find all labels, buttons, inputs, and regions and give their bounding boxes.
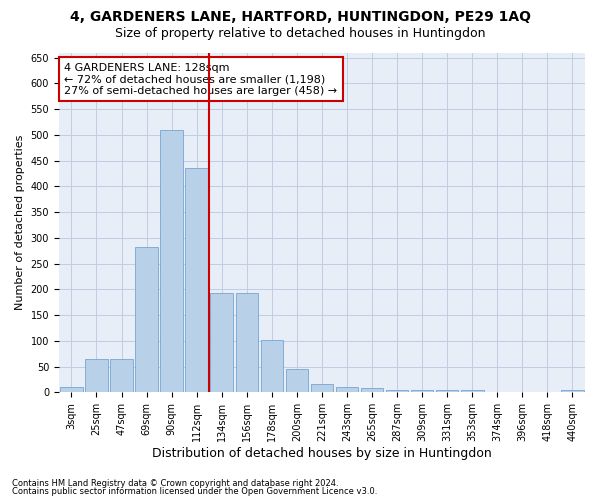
Bar <box>136 247 158 392</box>
X-axis label: Distribution of detached houses by size in Huntingdon: Distribution of detached houses by size … <box>152 447 492 460</box>
Bar <box>361 388 383 392</box>
Bar <box>85 359 108 392</box>
Text: Contains HM Land Registry data © Crown copyright and database right 2024.: Contains HM Land Registry data © Crown c… <box>12 478 338 488</box>
Bar <box>436 390 458 392</box>
Bar <box>286 368 308 392</box>
Bar <box>461 390 484 392</box>
Bar <box>311 384 333 392</box>
Bar <box>411 390 433 392</box>
Bar <box>561 390 584 392</box>
Bar <box>236 294 258 392</box>
Bar <box>260 340 283 392</box>
Bar <box>160 130 183 392</box>
Bar <box>386 390 409 392</box>
Bar <box>211 294 233 392</box>
Text: Contains public sector information licensed under the Open Government Licence v3: Contains public sector information licen… <box>12 487 377 496</box>
Text: Size of property relative to detached houses in Huntingdon: Size of property relative to detached ho… <box>115 28 485 40</box>
Bar <box>185 168 208 392</box>
Bar <box>336 386 358 392</box>
Bar <box>60 387 83 392</box>
Text: 4 GARDENERS LANE: 128sqm
← 72% of detached houses are smaller (1,198)
27% of sem: 4 GARDENERS LANE: 128sqm ← 72% of detach… <box>64 62 337 96</box>
Text: 4, GARDENERS LANE, HARTFORD, HUNTINGDON, PE29 1AQ: 4, GARDENERS LANE, HARTFORD, HUNTINGDON,… <box>70 10 530 24</box>
Y-axis label: Number of detached properties: Number of detached properties <box>15 134 25 310</box>
Bar <box>110 359 133 392</box>
